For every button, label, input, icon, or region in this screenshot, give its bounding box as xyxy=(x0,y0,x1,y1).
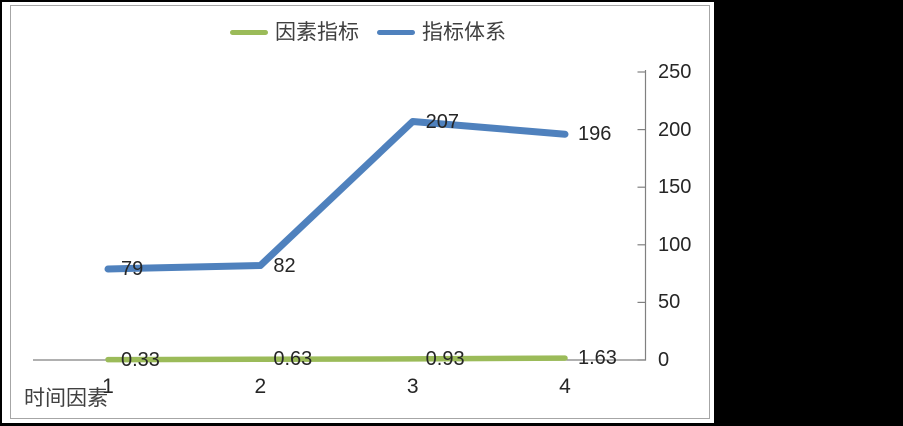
data-label: 1.63 xyxy=(577,347,617,370)
data-label: 196 xyxy=(577,123,612,146)
legend-label-system: 指标体系 xyxy=(422,21,506,44)
x-tick-label: 4 xyxy=(559,375,571,398)
legend: 因素指标 指标体系 xyxy=(230,22,506,43)
data-label: 0.93 xyxy=(425,347,465,370)
data-label: 79 xyxy=(121,257,144,280)
chart-panel xyxy=(2,2,714,423)
y-tick-label: 50 xyxy=(658,291,681,314)
y-tick-label: 150 xyxy=(658,176,692,199)
x-axis-title: 时间因素 xyxy=(24,387,108,410)
data-label: 0.63 xyxy=(273,348,313,371)
legend-item-system: 指标体系 xyxy=(377,22,506,43)
x-tick-label: 2 xyxy=(254,375,267,398)
series-line-0 xyxy=(105,355,568,363)
data-label: 207 xyxy=(425,110,460,133)
y-tick-label: 200 xyxy=(658,118,692,141)
data-label: 0.33 xyxy=(121,348,160,371)
legend-label-factor: 因素指标 xyxy=(275,21,359,44)
legend-swatch-blue-line-icon xyxy=(377,30,415,35)
y-tick-label: 0 xyxy=(658,349,670,371)
x-tick-label: 3 xyxy=(406,375,419,398)
data-label: 82 xyxy=(273,254,296,277)
legend-item-factor: 因素指标 xyxy=(230,22,359,43)
y-tick-label: 250 xyxy=(658,61,692,83)
legend-swatch-green-line-icon xyxy=(230,30,268,35)
x-tick-label: 1 xyxy=(102,375,114,398)
series-line-1 xyxy=(104,118,569,273)
y-tick-label: 100 xyxy=(658,233,692,256)
